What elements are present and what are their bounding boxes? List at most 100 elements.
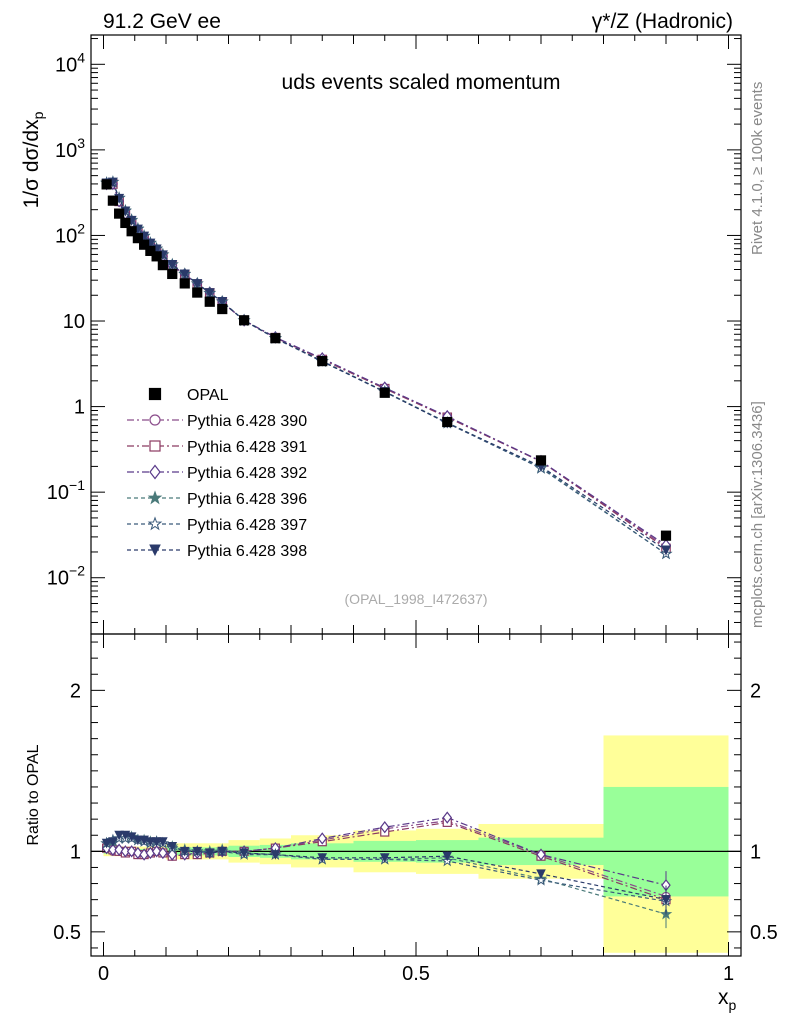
ratio-point-2 (167, 848, 178, 861)
data-point (270, 333, 281, 344)
ratio-point-5 (317, 853, 328, 863)
ratio-point-5 (126, 832, 137, 842)
main-title: uds events scaled momentum (282, 71, 561, 94)
ratio-point-5 (114, 830, 124, 841)
y-tick-label: 10 (63, 311, 85, 333)
series-point-5 (660, 545, 672, 556)
legend-label-3: Pythia 6.428 396 (187, 491, 307, 508)
header-process: γ*/Z (Hadronic) (592, 10, 733, 33)
ratio-y-tick-label: 1 (70, 841, 81, 863)
data-point (151, 251, 162, 262)
ratio-point-5 (536, 869, 546, 880)
ratio-y-tick-label-right: 2 (750, 680, 761, 702)
legend-label-4: Pythia 6.428 397 (187, 517, 307, 534)
data-point (167, 268, 178, 280)
x-tick-label: 0.5 (402, 963, 430, 985)
ratio-line-0 (106, 820, 667, 897)
data-point (126, 226, 137, 237)
ratio-point-2 (151, 845, 162, 858)
series-point-5 (192, 279, 203, 290)
ratio-point-5 (151, 837, 162, 847)
y-tick-label: 102 (55, 220, 85, 247)
ratio-point-2 (114, 843, 124, 856)
ratio-point-5 (204, 848, 215, 859)
data-point (442, 416, 453, 428)
x-axis-label: xp (718, 986, 737, 1013)
legend-marker-3 (147, 490, 163, 505)
ratio-point-2 (120, 845, 131, 858)
data-point (139, 239, 150, 250)
legend-marker-4 (147, 516, 163, 531)
data-point (120, 217, 131, 229)
svg-text:xp: xp (718, 986, 737, 1013)
series-point-5 (204, 288, 215, 299)
data-point (101, 179, 112, 190)
ratio-point-5 (442, 851, 453, 862)
data-point (145, 245, 156, 256)
series-line-2 (106, 183, 667, 546)
ratio-panel: 0 0.5 1 0.5 0.5 1 1 2 2 Ratio to OPAL xp (25, 633, 778, 1013)
legend-label-2: Pythia 6.428 392 (187, 465, 307, 482)
header-energy: 91.2 GeV ee (103, 10, 221, 33)
ratio-point-5 (661, 895, 671, 905)
ratio-y-tick-label-right: 1 (750, 841, 761, 863)
legend-marker-1 (149, 440, 161, 452)
data-point (317, 356, 328, 367)
data-point (157, 260, 168, 271)
series-point-5 (179, 269, 190, 280)
ratio-point-2 (317, 832, 328, 845)
legend-label-data: OPAL (187, 387, 229, 404)
series-point-5 (167, 260, 178, 271)
ratio-point-5 (192, 846, 203, 857)
data-point (179, 278, 190, 289)
ratio-point-2 (442, 811, 453, 824)
main-panel: uds events scaled momentum 1041031021011… (20, 34, 742, 635)
legend-label-5: Pythia 6.428 398 (187, 543, 307, 560)
ratio-point-2 (126, 845, 137, 858)
svg-text:1/σ dσ/dxp: 1/σ dσ/dxp (20, 111, 46, 208)
ratio-point-2 (133, 846, 143, 860)
x-tick-label: 0 (98, 963, 109, 985)
data-point (239, 315, 250, 326)
ratio-line-2 (106, 816, 667, 886)
ratio-y-tick-label: 2 (70, 680, 81, 702)
legend-label-0: Pythia 6.428 390 (187, 413, 307, 430)
legend-marker-data (148, 387, 162, 401)
ratio-point-2 (158, 846, 168, 860)
ratio-point-2 (379, 821, 390, 834)
legend-label-1: Pythia 6.428 391 (187, 439, 307, 456)
data-point (535, 455, 547, 466)
ratio-line-5 (106, 834, 667, 901)
data-point (192, 287, 203, 298)
data-point (217, 303, 228, 315)
series-point-5 (217, 297, 228, 308)
ratio-ylabel: Ratio to OPAL (25, 744, 42, 845)
ratio-y-tick-label-right: 0.5 (750, 922, 778, 944)
ratio-point-5 (145, 837, 156, 847)
ratio-point-5 (217, 846, 228, 857)
data-point (114, 208, 125, 219)
ratio-point-5 (133, 835, 143, 846)
ratio-point-5 (179, 846, 190, 857)
ratio-point-5 (158, 837, 168, 847)
y-tick-label: 10−2 (47, 563, 85, 590)
legend-marker-5 (149, 544, 161, 557)
series-line-5 (106, 181, 667, 551)
ratio-point-5 (101, 838, 112, 849)
ratio-point-5 (239, 848, 249, 859)
mcplots-label: mcplots.cern.ch [arXiv:1306.3436] (749, 401, 766, 628)
ratio-point-5 (167, 842, 178, 852)
ratio-point-5 (379, 853, 390, 863)
ratio-point-5 (270, 850, 281, 860)
data-point (204, 296, 215, 307)
data-point (107, 195, 118, 206)
y-tick-label: 1 (74, 397, 85, 419)
data-point (132, 233, 143, 244)
y-tick-label: 10−1 (47, 477, 85, 504)
x-tick-label: 1 (723, 963, 734, 985)
ratio-line-1 (106, 821, 667, 901)
legend-marker-0 (149, 414, 161, 426)
y-tick-label: 103 (55, 135, 85, 162)
legend: OPAL Pythia 6.428 390 Pythia 6.428 391 Pyth… (127, 387, 307, 560)
ratio-point-4 (534, 873, 548, 886)
